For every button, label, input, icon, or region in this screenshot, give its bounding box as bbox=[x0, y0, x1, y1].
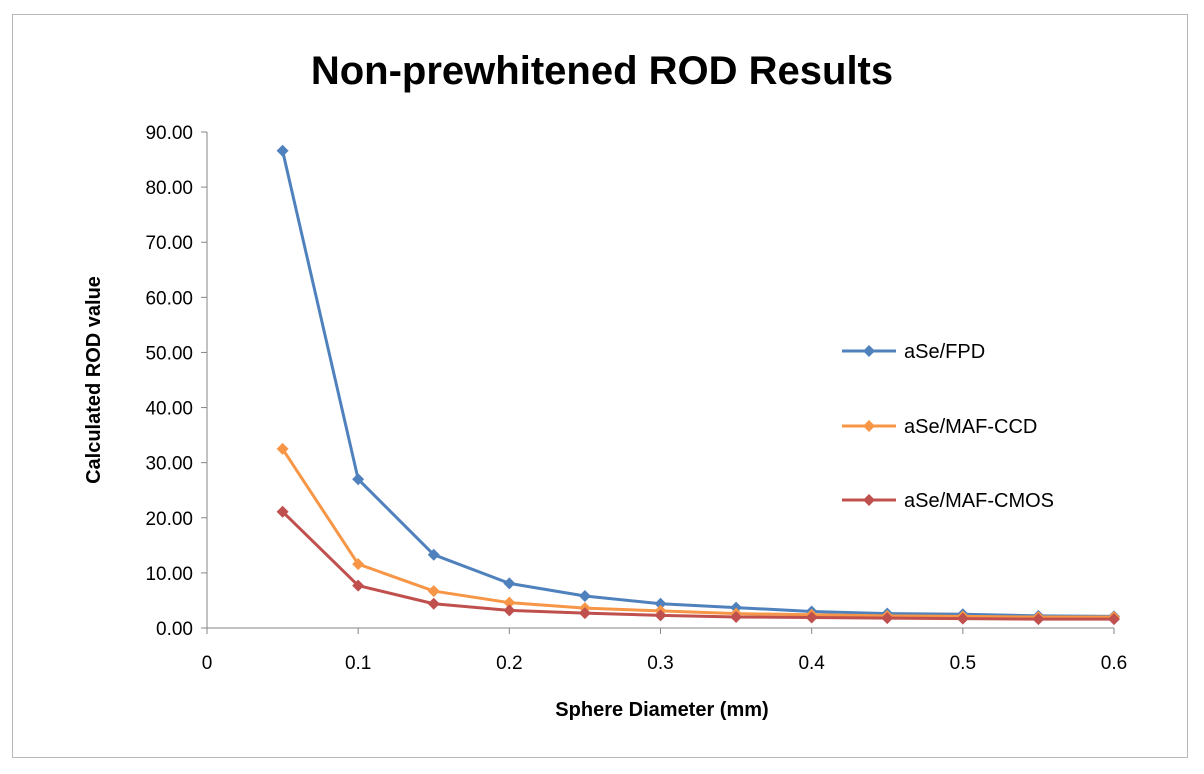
data-point bbox=[578, 590, 591, 603]
data-point bbox=[276, 144, 289, 157]
data-point bbox=[352, 558, 365, 571]
legend-label: aSe/MAF-CCD bbox=[904, 416, 1037, 438]
x-axis-title: Sphere Diameter (mm) bbox=[555, 699, 768, 721]
y-tick-label: 90.00 bbox=[145, 123, 193, 144]
legend: aSe/FPD aSe/MAF-CCD aSe/MAF-CMOS bbox=[842, 341, 1054, 512]
axes: 0.00 10.00 20.00 30.00 40.00 50.00 60.00 70.00 8… bbox=[145, 123, 1127, 674]
y-tick-label: 60.00 bbox=[145, 288, 193, 309]
x-tick-label: 0.1 bbox=[345, 653, 371, 674]
data-point bbox=[881, 612, 894, 625]
y-tick-label: 20.00 bbox=[145, 509, 193, 530]
series-line bbox=[281, 150, 1115, 618]
y-tick-label: 70.00 bbox=[145, 233, 193, 254]
chart-title: Non-prewhitened ROD Results bbox=[311, 49, 893, 93]
data-point bbox=[427, 548, 440, 561]
data-point bbox=[503, 577, 516, 590]
legend-entry: aSe/MAF-CCD bbox=[842, 416, 1037, 438]
y-tick-label: 10.00 bbox=[145, 564, 193, 585]
data-point bbox=[427, 585, 440, 598]
data-point bbox=[654, 597, 667, 610]
x-tick-label: 0.6 bbox=[1101, 653, 1127, 674]
data-point bbox=[730, 610, 743, 623]
chart-frame bbox=[12, 14, 1188, 758]
x-tick-label: 0.3 bbox=[647, 653, 673, 674]
legend-entry: aSe/FPD bbox=[842, 341, 985, 363]
data-point bbox=[276, 442, 289, 455]
data-point bbox=[276, 505, 289, 518]
data-point bbox=[654, 609, 667, 622]
data-point bbox=[730, 601, 743, 614]
y-tick-label: 40.00 bbox=[145, 399, 193, 420]
series-ase-fpd bbox=[276, 144, 1120, 623]
x-tick-label: 0.5 bbox=[950, 653, 976, 674]
legend-swatch-marker bbox=[863, 420, 875, 432]
data-point bbox=[352, 473, 365, 486]
legend-label: aSe/FPD bbox=[904, 341, 985, 363]
data-point bbox=[503, 596, 516, 609]
data-point bbox=[503, 604, 516, 617]
y-tick-label: 50.00 bbox=[145, 343, 193, 364]
y-tick-label: 80.00 bbox=[145, 178, 193, 199]
data-point bbox=[1032, 613, 1045, 626]
data-point bbox=[427, 597, 440, 610]
data-point bbox=[956, 612, 969, 625]
x-tick-label: 0.4 bbox=[798, 653, 825, 674]
series-line bbox=[281, 510, 1114, 621]
data-point bbox=[352, 579, 365, 592]
legend-label: aSe/MAF-CMOS bbox=[904, 490, 1054, 512]
x-tick-label: 0.2 bbox=[496, 653, 522, 674]
legend-entry: aSe/MAF-CMOS bbox=[842, 490, 1054, 512]
x-tick-label: 0 bbox=[202, 653, 213, 674]
series-line bbox=[281, 448, 1114, 619]
series-layer bbox=[276, 144, 1120, 626]
legend-swatch-marker bbox=[863, 345, 875, 357]
data-point bbox=[578, 607, 591, 620]
y-axis-title: Calculated ROD value bbox=[83, 276, 105, 484]
legend-swatch-marker bbox=[863, 494, 875, 506]
data-point bbox=[805, 611, 818, 624]
data-point bbox=[1108, 613, 1120, 626]
series-ase-maf-cmos bbox=[276, 505, 1120, 626]
y-tick-label: 0.00 bbox=[156, 619, 193, 640]
y-tick-label: 30.00 bbox=[145, 454, 193, 475]
